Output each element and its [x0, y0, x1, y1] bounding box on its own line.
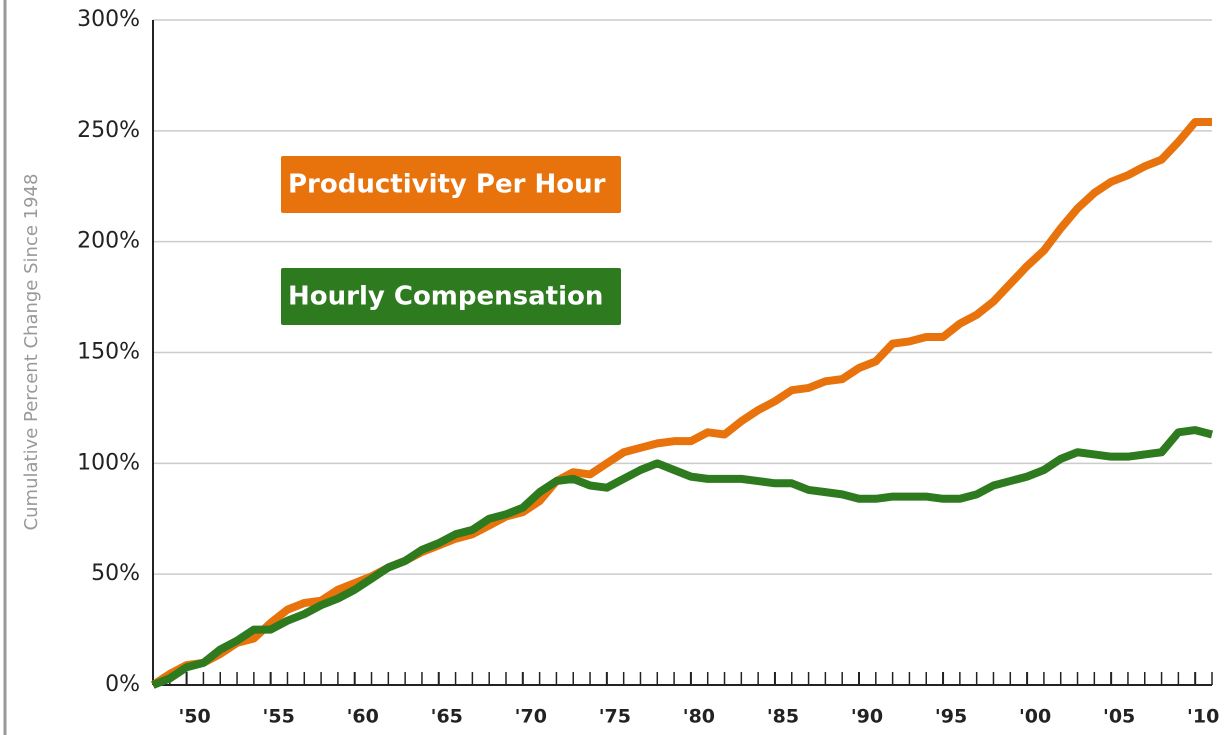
legend-box	[281, 268, 621, 325]
x-tick-label: '95	[935, 706, 967, 728]
x-tick-label: '80	[683, 706, 715, 728]
x-tick-label: '90	[851, 706, 883, 728]
y-tick-label: 100%	[77, 450, 140, 475]
y-tick-label: 50%	[91, 561, 140, 586]
x-tick-label: '85	[767, 706, 799, 728]
y-axis-label: Cumulative Percent Change Since 1948	[21, 174, 42, 531]
x-tick-label: '00	[1019, 706, 1051, 728]
y-tick-label: 300%	[77, 7, 140, 32]
y-tick-label: 0%	[105, 672, 140, 697]
x-tick-label: '60	[347, 706, 379, 728]
y-tick-label: 150%	[77, 340, 140, 365]
x-tick-label: '65	[431, 706, 463, 728]
legend-box	[281, 156, 621, 213]
series-line	[150, 117, 1212, 689]
x-tick-label: '05	[1103, 706, 1135, 728]
y-tick-label: 200%	[77, 229, 140, 254]
x-tick-label: '55	[263, 706, 295, 728]
y-tick-label: 250%	[77, 118, 140, 143]
x-tick-label: '10	[1187, 706, 1219, 728]
legend-label: Hourly Compensation	[288, 282, 603, 312]
x-tick-label: '75	[599, 706, 631, 728]
legend-label: Productivity Per Hour	[288, 170, 606, 200]
series-line	[151, 426, 1214, 689]
x-tick-label: '50	[178, 706, 210, 728]
x-tick-label: '70	[515, 706, 547, 728]
